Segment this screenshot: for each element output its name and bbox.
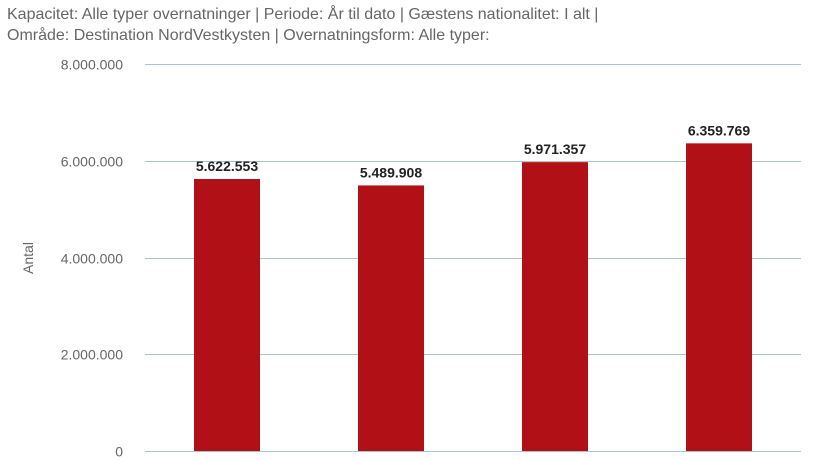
bar-value-label: 5.489.908 (360, 164, 422, 180)
bars (194, 143, 752, 451)
bar-value-label: 6.359.769 (688, 122, 750, 138)
bar[interactable] (194, 179, 260, 451)
data-labels: 5.622.553 5.489.908 5.971.357 6.359.769 (196, 122, 750, 180)
bar[interactable] (686, 143, 752, 451)
y-tick-label: 8.000.000 (61, 57, 123, 73)
bar-value-label: 5.971.357 (524, 141, 586, 157)
bar[interactable] (358, 185, 424, 451)
y-tick-label: 0 (115, 444, 123, 460)
chart-title: Kapacitet: Alle typer overnatninger | Pe… (7, 4, 807, 46)
chart-title-line-1: Kapacitet: Alle typer overnatninger | Pe… (7, 6, 599, 23)
chart-title-line-2: Område: Destination NordVestkysten | Ove… (7, 27, 490, 44)
y-tick-label: 4.000.000 (61, 251, 123, 267)
bar[interactable] (522, 162, 588, 451)
y-tick-label: 2.000.000 (61, 347, 123, 363)
y-axis-title: Antal (20, 242, 36, 274)
y-axis-ticks: 0 2.000.000 4.000.000 6.000.000 8.000.000 (61, 57, 124, 460)
y-tick-label: 6.000.000 (61, 154, 123, 170)
bar-value-label: 5.622.553 (196, 158, 258, 174)
